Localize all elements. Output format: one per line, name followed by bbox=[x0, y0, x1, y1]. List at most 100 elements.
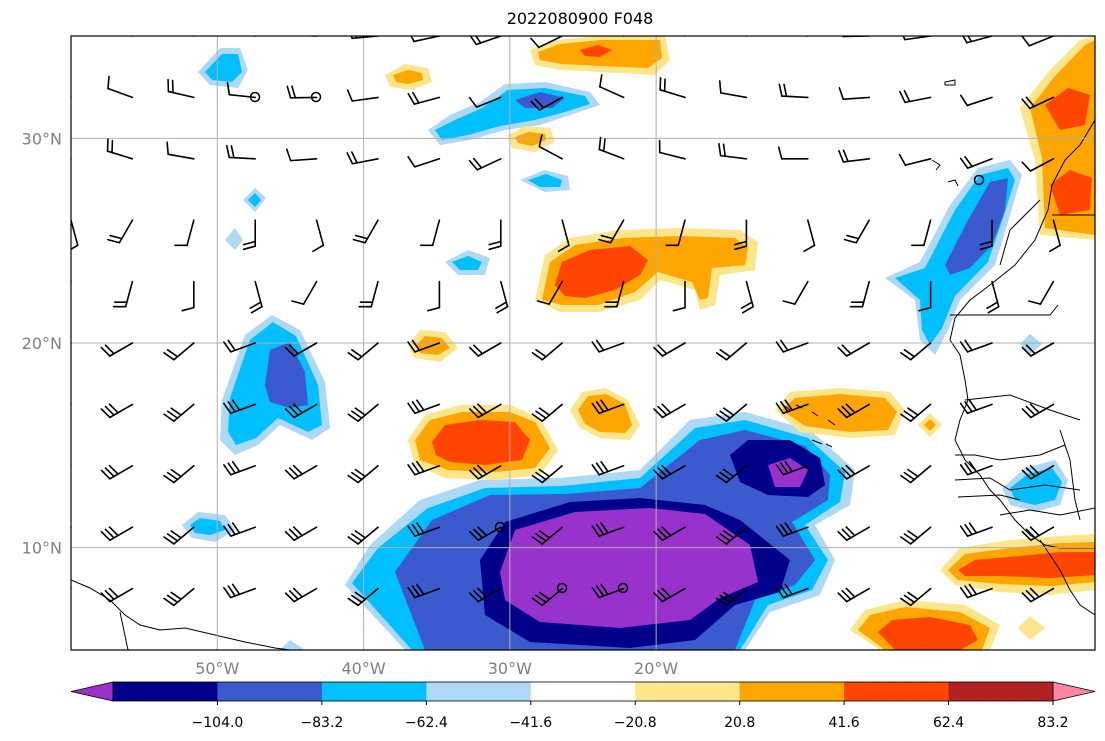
negative-anomaly-region bbox=[452, 256, 482, 270]
wind-barb-flag bbox=[605, 15, 607, 27]
wind-barb-flag bbox=[987, 305, 1000, 314]
wind-barb-flag bbox=[163, 536, 175, 545]
colorbar-extend-high bbox=[1052, 681, 1096, 702]
wind-barb-flag bbox=[227, 523, 236, 536]
wind-barb-flag bbox=[427, 306, 441, 312]
wind-barb-flag bbox=[242, 240, 256, 246]
wind-barb-flag bbox=[780, 462, 789, 474]
wind-barb-flag bbox=[595, 401, 605, 413]
wind-barb-flag bbox=[1028, 300, 1042, 305]
wind-barb-flag bbox=[1021, 530, 1032, 542]
wind-barb-flag bbox=[538, 468, 551, 478]
wind-barb-flag bbox=[837, 408, 848, 419]
wind-barb-flag bbox=[837, 592, 848, 603]
wind-barb-flag bbox=[959, 94, 969, 107]
wind-barb-flag bbox=[354, 468, 367, 478]
wind-barb-flag bbox=[600, 234, 614, 240]
wind-barb-flag bbox=[166, 533, 179, 542]
wind-barb-staff bbox=[250, 36, 256, 37]
wind-barb-flag bbox=[602, 138, 606, 152]
wind-barb-flag bbox=[107, 75, 110, 90]
positive-anomaly-region bbox=[924, 419, 936, 431]
wind-barb-flag bbox=[166, 594, 179, 604]
wind-barb-flag bbox=[719, 471, 731, 481]
negative-anomaly-region bbox=[225, 228, 243, 250]
wind-barb-staff bbox=[351, 96, 379, 102]
country-border bbox=[1059, 429, 1081, 521]
wind-barb-flag bbox=[351, 533, 363, 542]
wind-barb-staff bbox=[71, 280, 72, 284]
wind-barb-flag bbox=[104, 589, 115, 601]
wind-barb-flag bbox=[473, 528, 484, 539]
wind-barb-flag bbox=[778, 83, 783, 97]
wind-barb-flag bbox=[284, 592, 295, 603]
wind-barb-flag bbox=[40, 465, 47, 475]
wind-barb-flag bbox=[784, 583, 793, 596]
wind-barb-flag bbox=[536, 300, 551, 305]
wind-barb-flag bbox=[968, 399, 978, 411]
colorbar-tick-label: 20.8 bbox=[724, 715, 755, 731]
positive-anomaly-region bbox=[555, 246, 648, 298]
gridlines bbox=[71, 36, 1095, 650]
wind-barb-flag bbox=[657, 589, 668, 601]
wind-barb-flag bbox=[477, 403, 488, 414]
wind-barb-flag bbox=[291, 85, 297, 99]
wind-barb-flag bbox=[715, 413, 728, 422]
wind-barb-flag bbox=[292, 403, 303, 414]
wind-barb-flag bbox=[100, 346, 111, 357]
wind-barb-flag bbox=[531, 352, 544, 361]
latitude-tick-labels: 30°N 20°N 10°N bbox=[22, 129, 62, 557]
wind-barb-flag bbox=[351, 410, 363, 419]
wind-barb-flag bbox=[473, 589, 484, 601]
wind-barb-flag bbox=[48, 523, 55, 533]
wind-barb-flag bbox=[959, 341, 969, 353]
negative-anomaly-region bbox=[265, 342, 308, 408]
wind-barb-flag bbox=[1029, 464, 1040, 475]
wind-barb-flag bbox=[477, 587, 488, 598]
wind-barb-flag bbox=[1025, 405, 1036, 416]
wind-barb-staff bbox=[538, 36, 564, 49]
wind-barb-flag bbox=[841, 467, 852, 478]
wind-barb-flag bbox=[351, 594, 363, 604]
wind-barb-flag bbox=[900, 536, 912, 545]
negative-anomaly-region bbox=[945, 178, 1008, 275]
wind-barb-flag bbox=[900, 597, 912, 607]
wind-barb-flag bbox=[225, 144, 231, 159]
cape-verde-islands bbox=[811, 419, 836, 448]
wind-barb-flag bbox=[100, 408, 111, 419]
wind-barb-flag bbox=[534, 98, 545, 109]
wind-barb-flag bbox=[411, 462, 421, 474]
wind-barb-flag bbox=[1021, 346, 1032, 357]
wind-barb-flag bbox=[661, 587, 672, 598]
wind-barb-flag bbox=[719, 594, 731, 604]
wind-barb-flag bbox=[979, 245, 993, 251]
wind-barb-flag bbox=[108, 403, 119, 414]
wind-barb-flag bbox=[1021, 469, 1032, 480]
wind-barb-flag bbox=[600, 399, 609, 411]
wind-barb-staff bbox=[923, 219, 932, 247]
wind-barb-flag bbox=[48, 74, 50, 86]
wind-barb-flag bbox=[473, 344, 484, 355]
wind-barb-flag bbox=[741, 305, 754, 314]
wind-barb-staff bbox=[107, 87, 134, 99]
wind-barb-flag bbox=[71, 244, 79, 251]
wind-barb-flag bbox=[535, 349, 547, 358]
wind-barb-flag bbox=[1021, 36, 1031, 47]
wind-barb-staff bbox=[190, 36, 195, 37]
wind-barb-staff bbox=[71, 526, 72, 529]
positive-anomaly-region bbox=[432, 420, 530, 465]
wind-barb-flag bbox=[351, 471, 363, 481]
wind-barb-flag bbox=[530, 100, 541, 111]
wind-barb-flag bbox=[1021, 592, 1032, 603]
wind-barb-flag bbox=[964, 401, 973, 413]
wind-barb-staff bbox=[413, 36, 441, 43]
colorbar-extend-low bbox=[70, 681, 114, 702]
wind-barb-flag bbox=[416, 399, 425, 411]
wind-barb-flag bbox=[288, 467, 299, 478]
wind-barb-staff bbox=[538, 145, 564, 160]
wind-barb-flag bbox=[1029, 403, 1040, 414]
wind-barb-flag bbox=[837, 346, 848, 357]
wind-barb-flag bbox=[170, 468, 182, 478]
wind-barb-staff bbox=[228, 93, 256, 99]
